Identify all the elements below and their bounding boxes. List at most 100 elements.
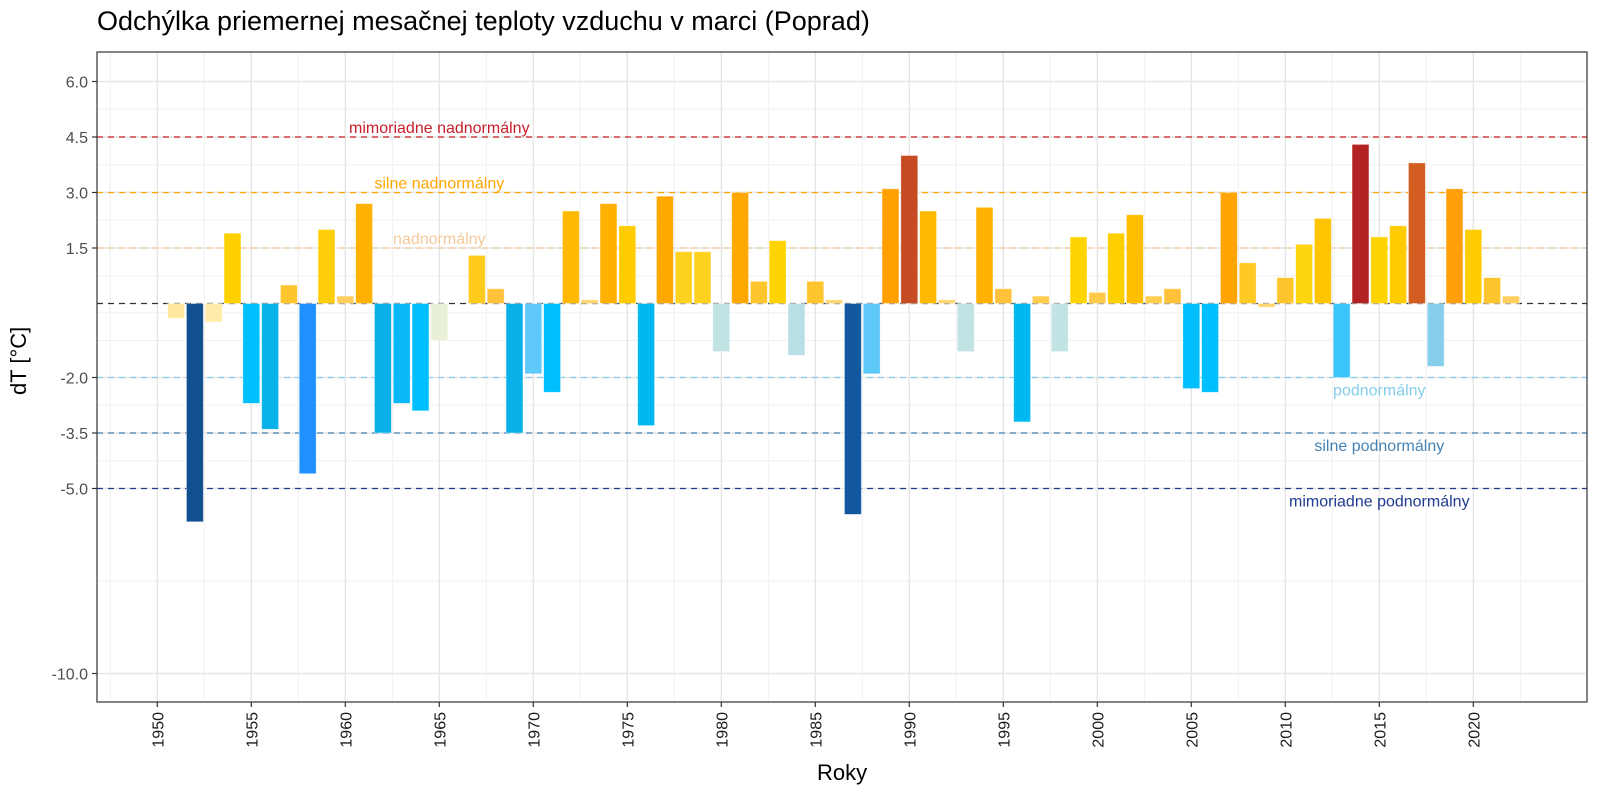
bars [167,143,1520,523]
bar-2007 [1220,192,1238,304]
x-tick-label: 2000 [1090,712,1107,748]
bar-1978 [674,251,693,304]
bar-1995 [994,288,1013,304]
y-tick-label: 4.5 [66,130,88,147]
x-tick-label: 1980 [714,712,731,748]
bar-1957 [280,284,298,304]
reference-labels: mimoriadne nadnormálny silne nadnormálny n… [349,120,1470,511]
x-tick-label: 1955 [244,712,261,748]
bar-1955 [242,303,261,404]
bar-1959 [317,229,336,304]
bar-1997 [1032,295,1050,304]
bar-2019 [1445,188,1464,304]
reference-label: silne nadnormálny [374,176,504,193]
x-tick-label: 1985 [808,712,825,748]
bar-1983 [768,240,787,304]
bar-2005 [1182,303,1201,389]
bar-2001 [1107,232,1125,304]
y-tick-label: -2.0 [60,371,88,388]
bar-1971 [543,303,561,393]
bar-1990 [900,155,919,304]
x-tick-label: 1995 [996,712,1013,748]
bar-2011 [1295,243,1313,304]
bar-1954 [223,232,242,304]
bar-1985 [806,280,825,304]
bar-1963 [392,303,411,404]
bar-1958 [298,303,317,475]
x-axis-title: Roky [817,760,868,785]
chart-title: Odchýlka priemernej mesačnej teploty vzd… [97,6,870,36]
x-tick-label: 2020 [1466,712,1483,748]
y-tick-label: 1.5 [66,241,88,258]
bar-1972 [562,210,580,304]
x-tick-label: 2015 [1372,712,1389,748]
bar-2017 [1408,162,1426,304]
y-tick-label: 3.0 [66,186,88,203]
bar-1992 [938,299,956,304]
x-tick-label: 2005 [1184,712,1201,748]
reference-label: mimoriadne podnormálny [1289,494,1470,511]
bar-1964 [411,303,430,412]
bar-1991 [919,210,937,304]
bar-1984 [787,303,806,356]
bar-1988 [862,303,881,375]
bar-1996 [1013,303,1031,423]
axes: 6.0 4.5 3.0 1.5 -2.0 -3.5 -5.0 -10.0 1950 1955 196… [52,75,1484,748]
reference-label: mimoriadne nadnormálny [349,120,530,137]
bar-1951 [167,303,185,319]
bar-1968 [486,288,505,304]
reference-label: podnormálny [1333,383,1426,400]
x-tick-label: 2010 [1278,712,1295,748]
bar-2013 [1332,303,1351,378]
bar-2010 [1276,277,1295,304]
x-tick-label: 1965 [432,712,449,748]
bar-2014 [1351,143,1370,304]
bar-2021 [1483,277,1501,304]
bar-2016 [1389,225,1407,304]
bar-2022 [1502,295,1520,304]
bar-1982 [750,280,768,304]
bar-1980 [712,303,731,352]
bar-2012 [1314,217,1332,304]
reference-label: silne podnormálny [1314,438,1444,455]
y-tick-label: 6.0 [66,75,88,92]
bar-1962 [374,303,392,434]
bar-1960 [336,295,355,304]
bar-1976 [637,303,655,426]
bar-2020 [1464,229,1483,304]
bar-1987 [844,303,862,515]
bar-2008 [1238,262,1257,304]
bar-2009 [1257,303,1276,308]
bar-2002 [1126,214,1144,304]
bar-2003 [1144,295,1163,304]
bar-1989 [881,188,900,304]
bar-1969 [505,303,524,434]
bar-2006 [1201,303,1219,393]
bar-1953 [204,303,223,323]
bar-1965 [430,303,449,341]
bar-1986 [825,299,843,304]
bar-1956 [261,303,279,430]
bar-1998 [1050,303,1069,352]
bar-1973 [580,299,599,304]
bar-1993 [956,303,975,352]
x-tick-label: 1975 [620,712,637,748]
bar-2004 [1163,288,1182,304]
bar-1994 [975,206,994,304]
bar-1970 [524,303,543,375]
bar-1967 [468,254,486,304]
bar-1979 [693,251,712,304]
bar-1952 [186,303,204,523]
bar-1977 [656,195,674,304]
bar-1999 [1069,236,1088,304]
bar-2000 [1088,291,1107,304]
x-tick-label: 1990 [902,712,919,748]
x-tick-label: 1960 [338,712,355,748]
bar-1961 [355,203,373,304]
bar-1975 [618,225,637,304]
bar-1974 [599,203,618,304]
bar-1981 [731,192,749,304]
bar-2015 [1370,236,1389,304]
bar-2018 [1426,303,1445,367]
